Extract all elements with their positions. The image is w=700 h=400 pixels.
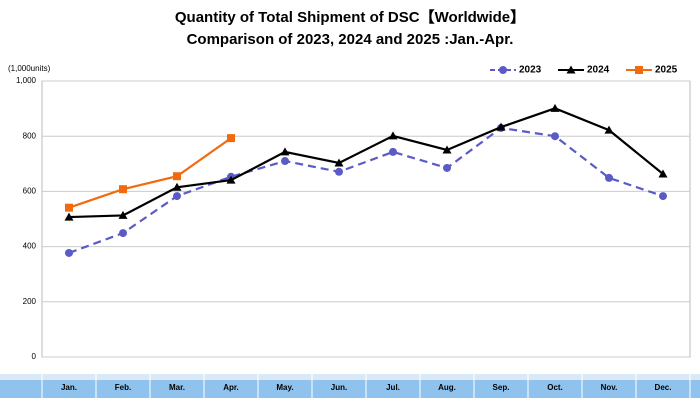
x-tick-label: Feb.: [115, 383, 131, 392]
x-tick-label: May.: [276, 383, 293, 392]
point: [227, 134, 235, 143]
point: [388, 131, 398, 140]
y-tick-label: 800: [23, 131, 37, 140]
x-tick-label: Jan.: [61, 383, 77, 392]
y-tick-label: 600: [23, 187, 37, 196]
point: [551, 132, 559, 141]
point: [659, 192, 667, 201]
point: [65, 248, 73, 257]
series-line: [68, 126, 664, 254]
point: [172, 182, 182, 191]
point: [604, 125, 614, 134]
x-tick-label: Mar.: [169, 383, 185, 392]
point: [496, 122, 506, 131]
legend-label: 2024: [587, 65, 610, 76]
point: [443, 163, 451, 172]
series-line: [68, 137, 232, 209]
x-tick-label: Jul.: [386, 383, 400, 392]
legend-marker: [499, 66, 507, 74]
x-tick-label: Jun.: [331, 383, 347, 392]
point: [442, 145, 452, 154]
legend-label: 2025: [655, 65, 678, 76]
point: [173, 192, 181, 201]
chart-subtitle: Comparison of 2023, 2024 and 2025 :Jan.-…: [187, 31, 514, 48]
point: [658, 169, 668, 178]
x-tick-label: Oct.: [547, 383, 563, 392]
point: [335, 167, 343, 176]
category-header-row: [0, 374, 700, 380]
point: [280, 147, 290, 156]
point: [173, 172, 181, 181]
category-row: [0, 380, 700, 398]
point: [65, 203, 73, 212]
y-axis-label: (1,000units): [8, 64, 51, 73]
x-tick-label: Apr.: [223, 383, 239, 392]
chart-title: Quantity of Total Shipment of DSC【Worldw…: [175, 8, 525, 26]
y-tick-label: 1,000: [16, 76, 37, 85]
point: [334, 158, 344, 167]
point: [119, 185, 127, 194]
y-tick-label: 400: [23, 242, 37, 251]
point: [281, 157, 289, 166]
legend-marker: [566, 65, 576, 74]
y-tick-label: 200: [23, 297, 37, 306]
point: [119, 229, 127, 238]
point: [550, 103, 560, 112]
legend-label: 2023: [519, 65, 542, 76]
point: [605, 173, 613, 182]
point: [389, 147, 397, 156]
point: [226, 175, 236, 184]
x-tick-label: Sep.: [493, 383, 510, 392]
x-tick-label: Nov.: [601, 383, 618, 392]
point: [64, 212, 74, 221]
plot-border: [41, 80, 691, 358]
x-tick-label: Aug.: [438, 383, 456, 392]
point: [118, 210, 128, 219]
legend-marker: [635, 66, 643, 74]
series-line: [68, 107, 664, 219]
x-tick-label: Dec.: [655, 383, 672, 392]
y-tick-label: 0: [32, 352, 37, 361]
